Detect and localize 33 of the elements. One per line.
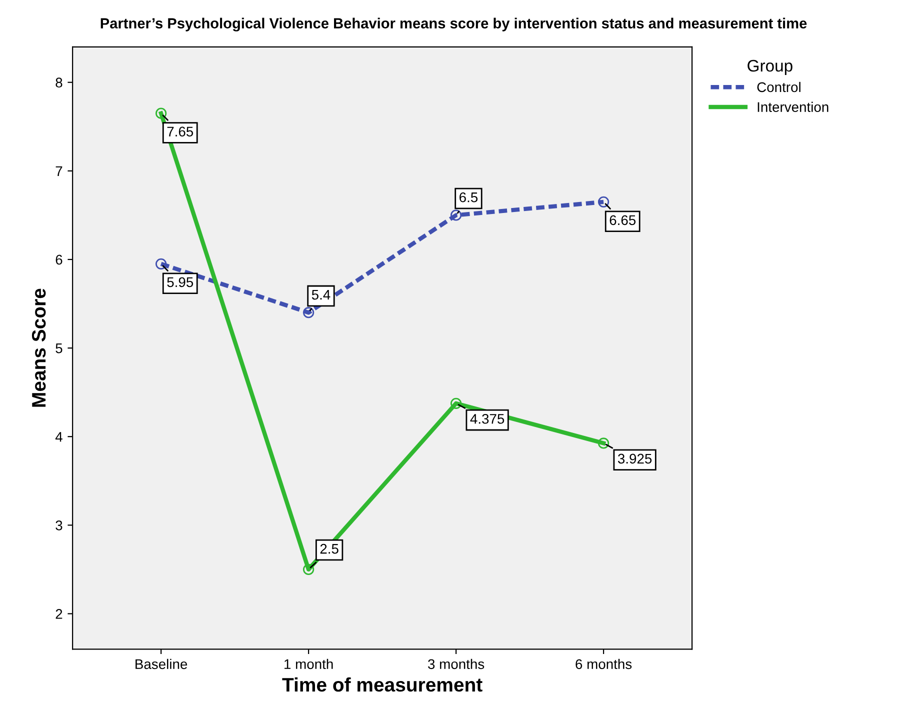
point [302,564,314,575]
x-tick-label: 3 months [428,658,484,670]
point [598,196,610,208]
y-tick-label: 5 [56,344,62,354]
y-tick-label: 7 [56,166,62,176]
y-tick-label: 6 [56,254,62,265]
point [156,108,167,119]
x-axis-title: Time of measurement [282,677,482,692]
x-tick-label: Baseline [136,658,188,670]
y-tick-label: 2 [56,609,62,619]
point [450,210,462,221]
data-label: 7.65 [167,126,194,137]
legend-title: Group [748,60,792,75]
point [156,258,167,270]
chart-title: Partner’s Psychological Violence Behavior means score by intervention status and measurement time [100,18,807,32]
y-tick-label: 4 [55,432,62,442]
data-label: 3.925 [618,454,652,464]
y-tick-label: 3 [56,520,62,530]
x-tick-label: 6 months [576,658,632,670]
data-label: 6.5 [460,192,478,202]
data-label: 5.4 [312,290,330,300]
data-label: 4.375 [470,414,504,424]
point [598,438,610,449]
point [450,398,462,409]
data-label: 2.5 [320,544,338,554]
y-axis-title: Means Score [32,288,46,407]
data-label: 5.95 [167,277,194,288]
legend-label: Control [757,82,800,92]
y-tick-label: 8 [56,78,62,88]
point [302,307,314,318]
data-label: 6.65 [610,215,636,226]
legend-label: Intervention [758,102,828,112]
x-tick-label: 1 month [284,658,333,670]
